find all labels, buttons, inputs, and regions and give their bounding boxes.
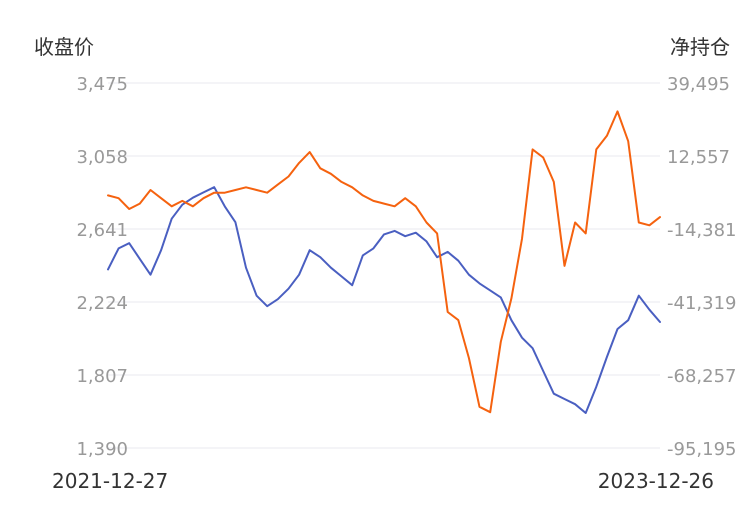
gridlines [108,82,660,449]
series-lines [107,110,661,414]
left-tick-label: 1,807 [76,366,128,387]
left-axis-ticks: 3,475 3,058 2,641 2,224 1,807 1,390 [76,74,128,460]
left-tick-label: 1,390 [76,439,128,460]
right-tick-label: -41,319 [667,293,736,314]
right-tick-label: 39,495 [667,74,730,95]
left-tick-label: 2,224 [76,293,128,314]
left-tick-label: 3,475 [76,74,128,95]
right-tick-label: 12,557 [667,147,730,168]
right-tick-label: -68,257 [667,366,736,387]
x-start-label: 2021-12-27 [52,469,168,493]
series-line-left-axis [107,186,661,414]
right-axis-title: 净持仓 [670,35,730,59]
left-tick-label: 2,641 [76,220,128,241]
right-tick-label: -95,195 [667,439,736,460]
series-line-right-axis [107,110,661,414]
x-end-label: 2023-12-26 [598,469,714,493]
right-tick-label: -14,381 [667,220,736,241]
left-axis-title: 收盘价 [34,35,94,59]
left-tick-label: 3,058 [76,147,128,168]
right-axis-ticks: 39,495 12,557 -14,381 -41,319 -68,257 -9… [667,74,736,460]
